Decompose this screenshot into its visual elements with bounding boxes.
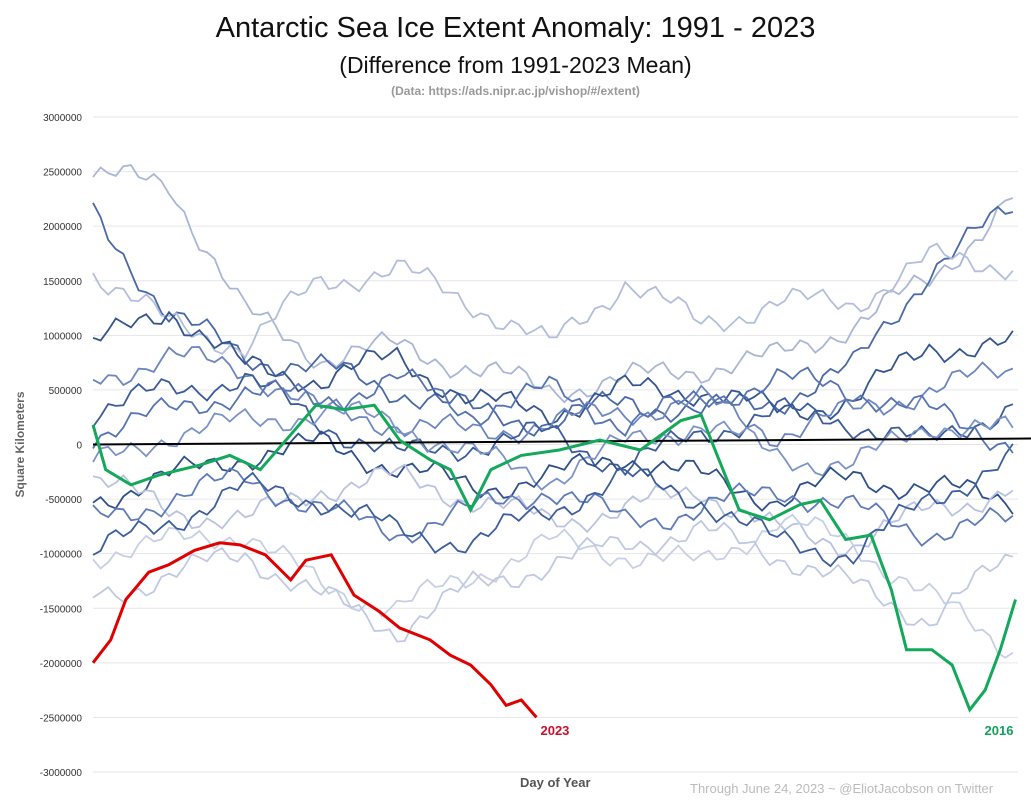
- series-line-2016: [91, 403, 1017, 713]
- y-tick-label: 0: [76, 441, 82, 452]
- chart-subtitle: (Difference from 1991-2023 Mean): [339, 52, 692, 78]
- y-tick-label: 3000000: [43, 113, 82, 124]
- background-series-line: [92, 467, 1014, 547]
- y-tick-label: 500000: [49, 386, 83, 397]
- series-label-2016: 2016: [985, 723, 1014, 738]
- background-series-line: [92, 164, 1014, 404]
- data-source: (Data: https://ads.nipr.ac.jp/vishop/#/e…: [391, 84, 640, 98]
- y-tick-label: -1000000: [40, 550, 83, 561]
- background-series-line: [92, 366, 1014, 454]
- background-series-line: [92, 242, 1014, 360]
- background-series-line: [92, 400, 1014, 491]
- background-series-line: [92, 372, 1014, 477]
- y-tick-label: -500000: [45, 495, 82, 506]
- y-tick-label: 2500000: [43, 168, 82, 179]
- background-series-line: [92, 202, 1014, 437]
- y-tick-label: -2000000: [40, 659, 83, 670]
- chart-title: Antarctic Sea Ice Extent Anomaly: 1991 -…: [215, 12, 816, 44]
- zero-line: [92, 437, 1031, 446]
- background-series-line: [92, 513, 1014, 659]
- y-tick-label: -3000000: [40, 768, 83, 779]
- background-series-line: [92, 463, 1014, 557]
- background-series-line: [92, 346, 1014, 448]
- series-label-2023: 2023: [540, 723, 569, 738]
- background-series-line: [92, 443, 1014, 568]
- y-tick-label: -2500000: [40, 713, 83, 724]
- y-tick-label: -1500000: [40, 604, 83, 615]
- y-tick-label: 1000000: [43, 331, 82, 342]
- y-tick-label: 2000000: [43, 222, 82, 233]
- y-axis-label: Square Kilometers: [13, 391, 27, 497]
- y-tick-label: 1500000: [43, 277, 82, 288]
- background-series-line: [92, 519, 1014, 643]
- series-line-2023: [91, 541, 538, 719]
- footnote: Through June 24, 2023 ~ @EliotJacobson o…: [690, 781, 994, 796]
- x-axis-label: Day of Year: [520, 775, 591, 790]
